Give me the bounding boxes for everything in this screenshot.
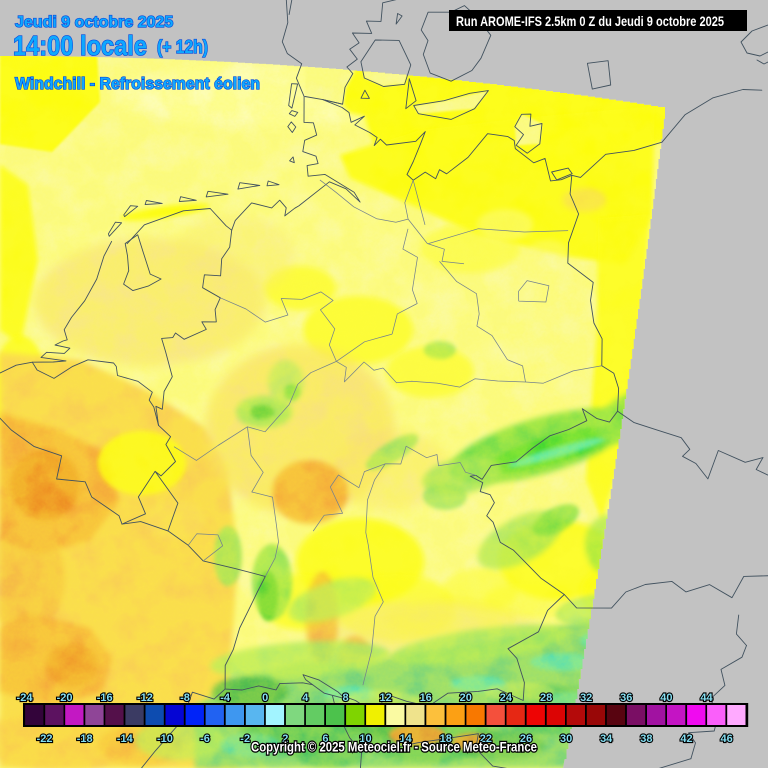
svg-text:4: 4 [302,692,309,704]
svg-text:-6: -6 [200,733,210,745]
svg-text:-2: -2 [240,733,250,745]
svg-text:20: 20 [460,692,472,704]
svg-text:-20: -20 [57,692,73,704]
svg-text:28: 28 [540,692,552,704]
svg-text:10: 10 [359,733,371,745]
svg-text:(+ 12h): (+ 12h) [157,37,208,57]
svg-text:38: 38 [640,733,652,745]
svg-text:-10: -10 [157,733,173,745]
svg-text:-24: -24 [17,692,34,704]
svg-text:-14: -14 [117,733,134,745]
svg-text:2: 2 [282,733,288,745]
svg-text:0: 0 [262,692,268,704]
svg-text:16: 16 [420,692,432,704]
svg-text:22: 22 [480,733,492,745]
svg-text:-8: -8 [180,692,190,704]
svg-text:14:00 locale: 14:00 locale [13,30,147,61]
svg-text:14: 14 [399,733,412,745]
svg-text:34: 34 [600,733,613,745]
svg-text:8: 8 [342,692,348,704]
svg-text:30: 30 [560,733,572,745]
svg-text:-4: -4 [220,692,231,704]
svg-text:-22: -22 [37,733,53,745]
svg-text:32: 32 [580,692,592,704]
svg-text:44: 44 [700,692,713,704]
svg-text:Run AROME-IFS 2.5km 0 Z du Jeu: Run AROME-IFS 2.5km 0 Z du Jeudi 9 octob… [456,13,724,29]
svg-text:-12: -12 [137,692,153,704]
svg-text:18: 18 [440,733,452,745]
svg-text:40: 40 [660,692,672,704]
svg-text:6: 6 [322,733,328,745]
svg-text:Windchill - Refroissement éoli: Windchill - Refroissement éolien [15,74,260,93]
svg-text:36: 36 [620,692,632,704]
svg-text:46: 46 [720,733,732,745]
svg-text:-16: -16 [97,692,113,704]
svg-text:-18: -18 [77,733,93,745]
svg-text:Jeudi 9 octobre 2025: Jeudi 9 octobre 2025 [15,14,173,31]
svg-text:26: 26 [520,733,532,745]
svg-text:Copyright © 2025 Meteociel.fr: Copyright © 2025 Meteociel.fr - Source M… [251,740,537,755]
svg-text:24: 24 [500,692,513,704]
svg-text:12: 12 [379,692,391,704]
svg-text:42: 42 [680,733,692,745]
